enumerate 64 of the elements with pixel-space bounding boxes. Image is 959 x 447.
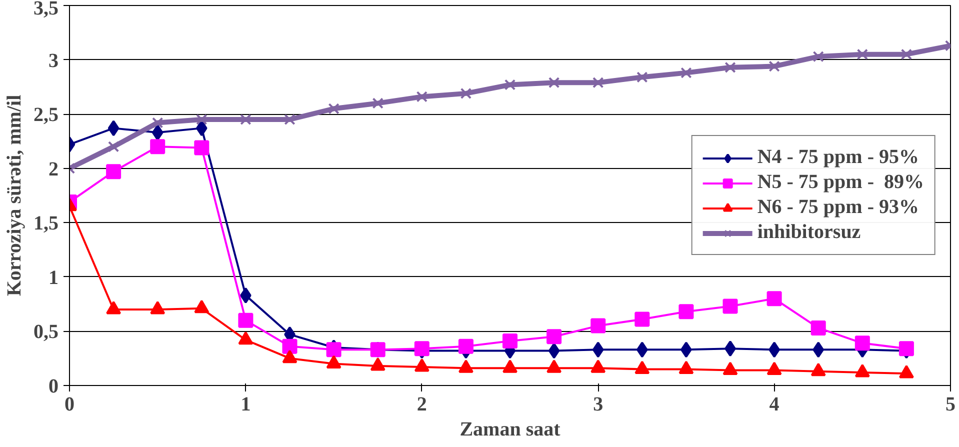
x-tick-label: 2 (416, 394, 427, 416)
point (460, 88, 472, 100)
point (546, 329, 562, 344)
point (678, 304, 694, 320)
point (810, 320, 826, 336)
point (722, 298, 738, 314)
point (766, 291, 782, 306)
x-tick-label: 1 (240, 394, 251, 416)
point (854, 336, 870, 351)
point (328, 103, 340, 114)
y-tick-label: 0,5 (34, 321, 58, 344)
point (502, 333, 518, 348)
y-tick-label: 2 (48, 158, 58, 180)
point (548, 76, 560, 88)
legend-label: N6 - 75 ppm - 93% (757, 196, 919, 219)
point (680, 67, 692, 78)
point (196, 120, 208, 136)
point (284, 114, 296, 126)
y-tick-label: 3 (48, 50, 58, 72)
point (108, 141, 120, 152)
legend-label: N4 - 75 ppm - 95% (757, 146, 919, 169)
point (900, 48, 912, 60)
y-tick-label: 1 (48, 266, 58, 289)
point (196, 114, 208, 126)
point (106, 164, 122, 180)
point (812, 342, 824, 358)
y-axis-title: Korroziya sürəti, mm/il (4, 94, 26, 296)
point (592, 342, 604, 358)
x-tick-label: 0 (64, 394, 74, 416)
point (194, 140, 210, 156)
point (414, 341, 430, 356)
point (592, 76, 604, 88)
point (108, 120, 120, 136)
point (636, 342, 648, 358)
point (372, 98, 384, 109)
point (504, 79, 516, 90)
point (326, 342, 342, 358)
point (238, 312, 254, 328)
point (416, 91, 428, 102)
point (634, 312, 650, 327)
x-axis-title: Zaman saat (460, 418, 561, 440)
legend-label: N5 - 75 ppm - 89% (757, 171, 924, 194)
legend-label: inhibitorsuz (757, 221, 861, 244)
x-tick-label: 4 (769, 394, 780, 416)
point (724, 62, 736, 73)
x-tick-label: 5 (946, 394, 956, 416)
point (636, 72, 648, 83)
y-tick-label: 0 (48, 376, 58, 398)
point (458, 338, 474, 354)
point (150, 139, 166, 154)
point (548, 342, 560, 359)
x-tick-label: 3 (593, 394, 604, 416)
point (282, 338, 298, 354)
point (240, 114, 252, 126)
point (590, 318, 606, 334)
y-tick-label: 1,5 (34, 212, 58, 235)
y-tick-label: 3,5 (34, 0, 58, 20)
point (812, 50, 824, 62)
point (152, 124, 164, 141)
y-tick-label: 2,5 (34, 104, 58, 126)
point (856, 48, 868, 60)
point (898, 341, 914, 356)
point (768, 60, 780, 72)
point (152, 117, 164, 128)
